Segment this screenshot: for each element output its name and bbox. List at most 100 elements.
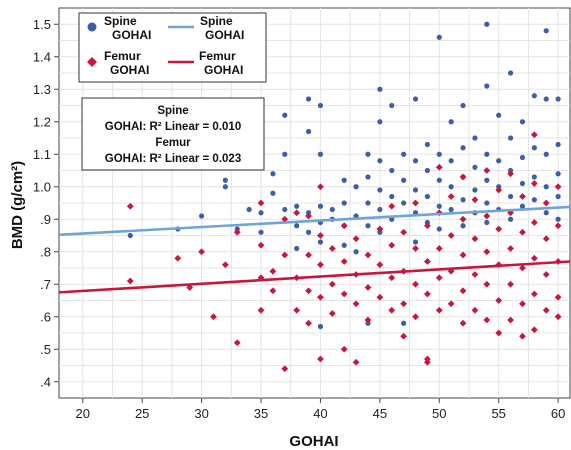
spine-point <box>543 28 549 34</box>
femur-point <box>542 235 550 243</box>
femur-point <box>530 254 538 262</box>
spine-point <box>282 151 288 157</box>
femur-point <box>483 167 491 174</box>
spine-point <box>341 177 347 183</box>
spine-point <box>484 83 490 89</box>
femur-point <box>554 183 562 191</box>
femur-point <box>423 358 431 366</box>
spine-point <box>448 158 454 164</box>
r2-femur-text: GOHAI: R² Linear = 0.023 <box>105 153 241 165</box>
spine-point <box>246 206 252 213</box>
femur-point <box>412 280 419 288</box>
femur-point <box>530 219 538 226</box>
r2-annotation: Spine GOHAI: R² Linear = 0.010 Femur GOH… <box>81 97 265 171</box>
femur-point <box>317 183 324 191</box>
spine-point <box>555 171 561 177</box>
spine-point <box>294 203 300 209</box>
spine-point <box>543 184 549 190</box>
y-tick-label: 1.3 <box>33 82 51 97</box>
spine-point <box>484 219 490 226</box>
legend-spine-sub: GOHAI <box>112 28 151 42</box>
legend-femur-label: Femur <box>104 49 141 63</box>
spine-point <box>389 102 395 109</box>
femur-point <box>423 258 431 265</box>
femur-point <box>257 306 265 314</box>
femur-point <box>507 280 514 288</box>
spine-point <box>555 141 561 148</box>
x-tick-label: 30 <box>194 406 208 421</box>
spine-point <box>222 184 228 190</box>
femur-fit-line <box>58 260 571 294</box>
femur-point <box>435 306 443 314</box>
femur-point <box>293 209 301 217</box>
femur-point <box>388 241 396 249</box>
legend: Spine GOHAI Spine GOHAI Femur GOHAI Femu… <box>78 12 267 83</box>
spine-point <box>436 151 442 157</box>
spine-point <box>389 193 395 200</box>
femur-point <box>471 306 479 314</box>
spine-point <box>448 184 454 190</box>
femur-point <box>519 193 526 200</box>
femur-point <box>507 245 514 252</box>
spine-point <box>436 226 442 232</box>
spine-point <box>507 193 514 200</box>
femur-point <box>519 228 526 236</box>
femur-point <box>364 284 372 291</box>
femur-point <box>530 180 538 187</box>
spine-point <box>519 203 526 209</box>
y-tick-label: 1.5 <box>33 17 51 32</box>
femur-point <box>483 280 491 288</box>
legend-box <box>78 12 267 83</box>
femur-point <box>400 332 408 340</box>
spine-point <box>448 206 454 213</box>
spine-point <box>543 151 549 157</box>
femur-point <box>554 222 562 230</box>
y-tick-label: .5 <box>40 342 51 357</box>
spine-point <box>436 34 442 40</box>
y-axis-ticks: .4 .5 .6 .7 .8 .9 1.0 1.1 1.2 1.3 1.4 1.5 <box>33 17 59 389</box>
femur-point <box>400 228 408 236</box>
x-axis-ticks: 20 25 30 35 40 45 50 55 60 <box>76 398 565 421</box>
femur-point <box>352 358 360 366</box>
spine-point <box>531 93 537 99</box>
y-tick-label: 1.1 <box>33 147 51 162</box>
spine-point <box>424 167 430 174</box>
fit-lines <box>58 205 571 294</box>
spine-point <box>282 206 288 213</box>
femur-point <box>554 313 562 321</box>
femur-point <box>519 300 526 308</box>
spine-point <box>519 119 526 125</box>
spine-point <box>401 177 407 183</box>
spine-point <box>365 151 371 157</box>
spine-point <box>270 190 276 196</box>
spine-point <box>484 177 490 183</box>
femur-point <box>340 345 348 353</box>
spine-point <box>484 21 490 27</box>
x-tick-label: 60 <box>551 406 565 421</box>
spine-point <box>127 232 133 239</box>
spine-point <box>436 177 442 183</box>
r2-spine-title: Spine <box>157 105 188 117</box>
femur-point <box>519 332 526 340</box>
femur-point <box>269 287 277 295</box>
femur-point <box>340 290 348 298</box>
femur-point <box>400 300 408 308</box>
spine-point <box>294 245 300 252</box>
spine-point <box>519 154 526 161</box>
femur-point <box>507 316 514 324</box>
femur-point <box>233 228 241 236</box>
femur-point <box>435 163 443 171</box>
spine-point <box>472 187 478 193</box>
spine-point <box>341 200 347 206</box>
femur-point <box>317 355 324 363</box>
spine-point <box>377 206 383 213</box>
x-tick-label: 40 <box>313 406 327 421</box>
femur-point <box>388 274 396 282</box>
spine-point <box>448 119 454 125</box>
spine-point <box>282 112 288 118</box>
femur-point <box>186 284 194 291</box>
r2-box <box>81 97 265 171</box>
x-tick-label: 20 <box>76 406 90 421</box>
spine-point <box>472 164 478 170</box>
femur-point <box>519 264 526 272</box>
